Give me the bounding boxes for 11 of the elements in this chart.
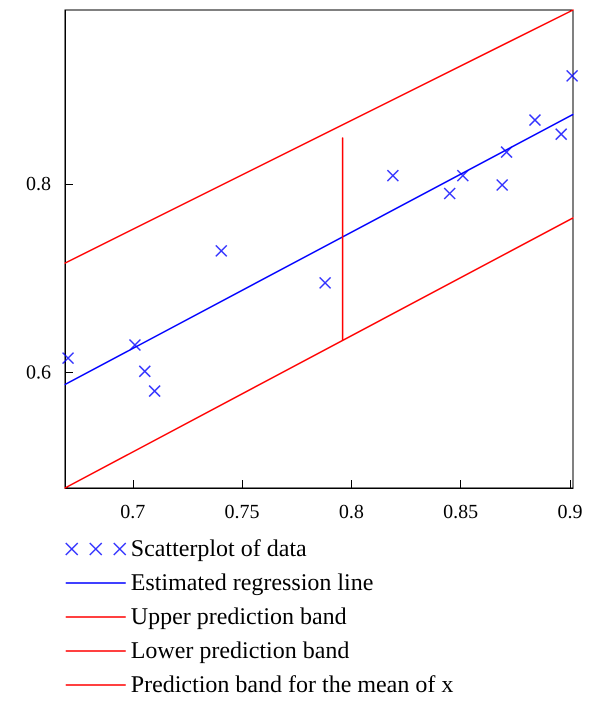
legend-label: Upper prediction band	[130, 604, 347, 630]
legend-label: Prediction band for the mean of x	[130, 672, 454, 698]
x-tick-label: 0.75	[224, 501, 260, 523]
legend-label: Estimated regression line	[130, 570, 374, 596]
x-tick-label: 0.7	[120, 501, 146, 523]
y-tick-label: 0.6	[26, 361, 51, 384]
x-tick-label: 0.8	[338, 501, 364, 523]
x-tick-label: 0.9	[557, 501, 582, 523]
x-tick-label: 0.85	[443, 501, 478, 523]
legend-label: Scatterplot of data	[130, 536, 308, 562]
legend-label: Lower prediction band	[130, 638, 350, 664]
